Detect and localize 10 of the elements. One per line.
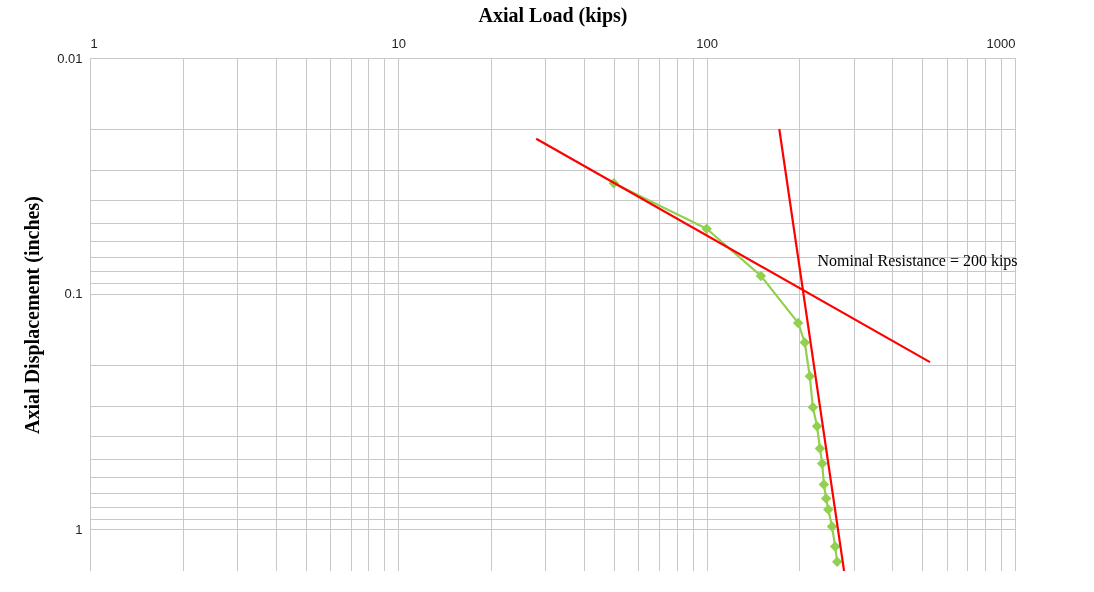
x-tick-label: 1000 [986, 35, 1016, 51]
x-tick-label: 10 [391, 35, 407, 51]
annotation: Nominal Resistance = 200 kips [817, 251, 1018, 270]
x-tick-label: 1 [90, 35, 98, 51]
y-axis-title: Axial Displacement (inches) [21, 196, 45, 434]
y-tick-label: 0.01 [57, 50, 83, 66]
x-axis-title: Axial Load (kips) [478, 3, 628, 27]
y-tick-label: 1 [75, 521, 83, 537]
y-tick-label: 0.1 [64, 286, 83, 302]
x-tick-label: 100 [696, 35, 719, 51]
